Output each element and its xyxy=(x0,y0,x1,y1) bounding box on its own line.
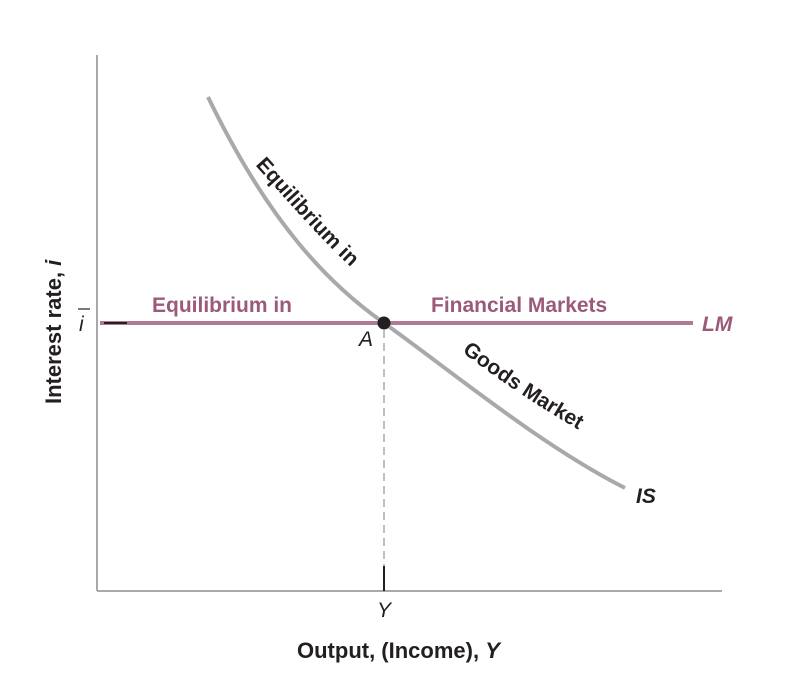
y-tick-label: Y xyxy=(377,599,393,622)
lm-text-right: Financial Markets xyxy=(431,294,607,317)
x-axis-label: Output, (Income), Y xyxy=(297,638,502,663)
y-axis-label: Interest rate, i xyxy=(41,259,66,404)
is-text-lower: Goods Market xyxy=(459,338,588,434)
is-label: IS xyxy=(636,485,656,508)
i-bar-label: i xyxy=(79,313,85,336)
lm-label: LM xyxy=(702,313,733,336)
lm-text-left: Equilibrium in xyxy=(152,294,292,317)
equilibrium-point xyxy=(377,316,391,330)
point-label: A xyxy=(357,328,373,351)
